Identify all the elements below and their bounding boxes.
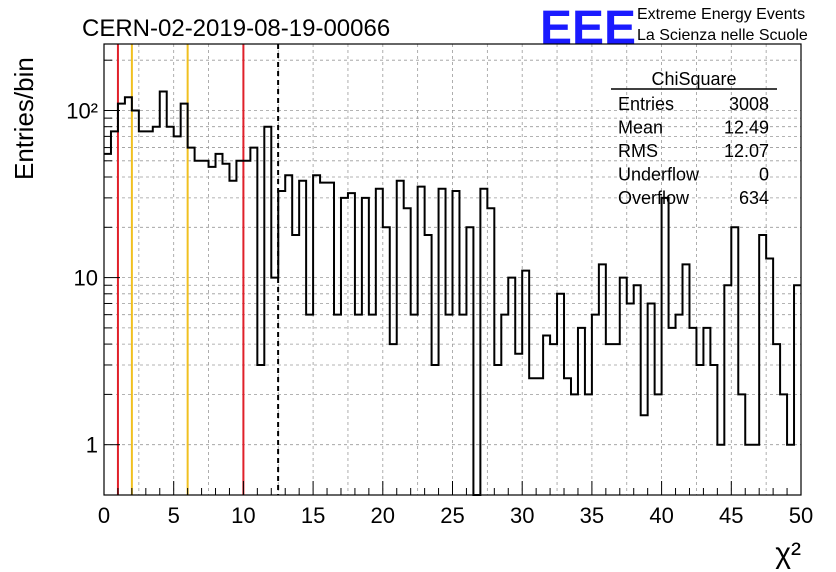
y-tick-label: 10² (66, 98, 98, 123)
x-tick-label: 15 (301, 503, 325, 528)
stats-row-label: RMS (618, 141, 658, 161)
histogram-series (104, 90, 801, 496)
stats-row-value: 3008 (729, 94, 769, 114)
x-tick-labels: 0 5 10 15 20 25 30 35 40 45 50 (98, 503, 813, 528)
x-tick-label: 20 (371, 503, 395, 528)
stats-row-label: Entries (618, 94, 674, 114)
x-axis-label: χ² (775, 537, 801, 570)
stats-row-label: Mean (618, 118, 663, 138)
tagline-line-2: La Scienza nelle Scuole (637, 27, 808, 44)
stats-row-value: 634 (739, 188, 769, 208)
chart-title: CERN-02-2019-08-19-00066 (82, 15, 390, 42)
axis-ticks (103, 59, 802, 495)
stats-row-value: 0 (759, 165, 769, 185)
x-tick-label: 25 (440, 503, 464, 528)
eee-logo: EEE (540, 2, 636, 55)
x-tick-label: 10 (231, 503, 255, 528)
y-tick-label: 10 (74, 266, 98, 291)
y-axis-label: Entries/bin (9, 57, 39, 180)
x-tick-label: 0 (98, 503, 110, 528)
stats-box: ChiSquare Entries 3008 Mean 12.49 RMS 12.07 Un… (611, 69, 777, 208)
x-tick-label: 30 (510, 503, 534, 528)
histogram-line (104, 90, 801, 496)
reference-lines (116, 44, 280, 495)
y-tick-labels: 1 10 10² (66, 98, 98, 457)
y-tick-label: 1 (86, 433, 98, 458)
x-tick-label: 35 (580, 503, 604, 528)
stats-row-label: Overflow (618, 188, 690, 208)
stats-row-label: Underflow (618, 165, 700, 185)
stats-box-title: ChiSquare (651, 69, 736, 89)
stats-row-value: 12.49 (724, 118, 769, 138)
eee-logo-text: EEE (540, 2, 636, 55)
x-tick-label: 50 (789, 503, 813, 528)
x-tick-label: 45 (719, 503, 743, 528)
tagline-line-1: Extreme Energy Events (637, 6, 805, 23)
x-tick-label: 5 (168, 503, 180, 528)
x-tick-label: 40 (649, 503, 673, 528)
stats-row-value: 12.07 (724, 141, 769, 161)
